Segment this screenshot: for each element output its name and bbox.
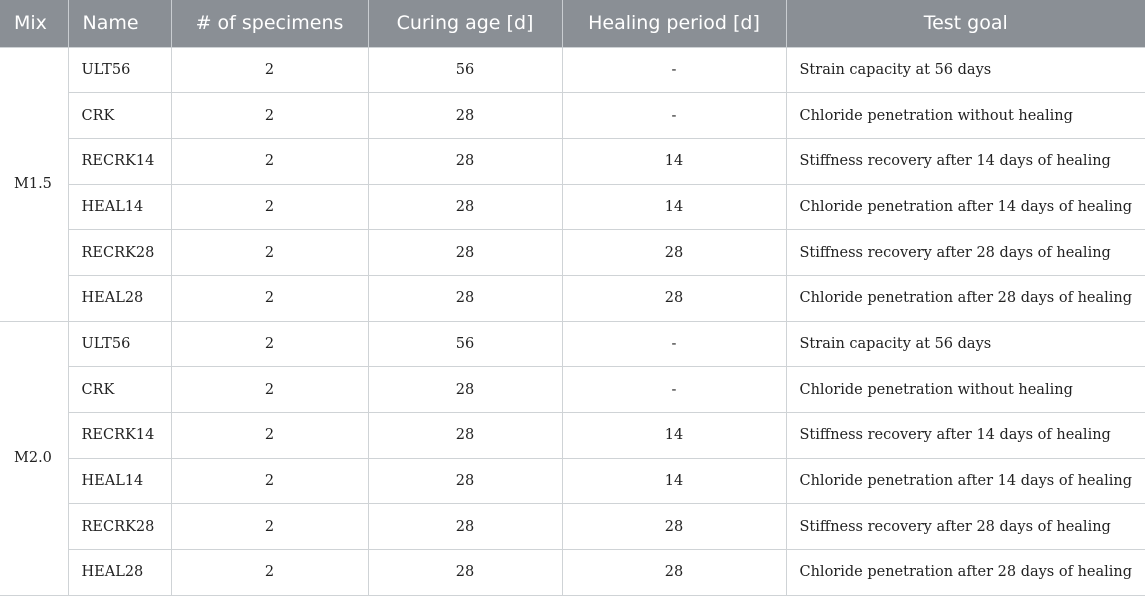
cell-curing-age: 56 bbox=[367, 320, 563, 368]
cell-name: ULT56 bbox=[67, 320, 172, 368]
cell-name: HEAL14 bbox=[68, 183, 172, 231]
table-row: RECRK14 2 28 14 Stiffness recovery after 14 … bbox=[0, 412, 1145, 459]
cell-healing-period: 28 bbox=[561, 503, 787, 551]
cell-curing-age: 28 bbox=[367, 457, 563, 505]
cell-test-goal: Chloride penetration without healing bbox=[785, 92, 1145, 139]
cell-name: RECRK28 bbox=[68, 229, 172, 276]
cell-healing-period: 14 bbox=[561, 183, 787, 231]
header-test-goal: Test goal bbox=[786, 0, 1145, 47]
cell-healing-period: 28 bbox=[561, 274, 787, 322]
cell-name: RECRK14 bbox=[68, 412, 172, 459]
cell-name: ULT56 bbox=[67, 46, 172, 94]
table-row: M2.0 ULT56 2 56- Strain capacity at 56 days bbox=[0, 320, 1145, 596]
cell-specimens: 2 bbox=[170, 457, 369, 505]
cell-specimens: 2 bbox=[170, 46, 369, 94]
cell-mix: M2.0 bbox=[0, 320, 69, 596]
header-row: Mix Name # of specimens Curing age [d] H… bbox=[0, 0, 1145, 47]
cell-healing-period: 28 bbox=[561, 229, 787, 276]
cell-specimens: 2 bbox=[170, 412, 369, 459]
cell-specimens: 2 bbox=[170, 183, 369, 231]
cell-test-goal: Stiffness recovery after 14 days of heal… bbox=[785, 137, 1145, 185]
table-row: CRK 2 28- Chloride penetration without heal… bbox=[0, 366, 1145, 413]
cell-curing-age: 28 bbox=[367, 366, 563, 413]
table-row: HEAL14 2 28 14 Chloride penetration after 14… bbox=[0, 457, 1145, 505]
cell-curing-age: 28 bbox=[367, 229, 563, 276]
table-row: M1.5 ULT56 2 56- Strain capacity at 56 days bbox=[0, 46, 1145, 322]
cell-specimens: 2 bbox=[170, 503, 369, 551]
cell-curing-age: 28 bbox=[367, 137, 563, 185]
cell-healing-period: 14 bbox=[561, 412, 787, 459]
cell-test-goal: Chloride penetration without healing bbox=[785, 366, 1145, 413]
table-row: RECRK28 2 28 28 Stiffness recovery after 28 … bbox=[0, 229, 1145, 276]
cell-test-goal: Chloride penetration after 14 days of he… bbox=[785, 457, 1145, 505]
table-header: Mix Name # of specimens Curing age [d] H… bbox=[0, 0, 1145, 47]
cell-specimens: 2 bbox=[170, 320, 369, 368]
cell-specimens: 2 bbox=[170, 137, 369, 185]
cell-test-goal: Chloride penetration after 14 days of he… bbox=[785, 183, 1145, 231]
cell-name: RECRK14 bbox=[68, 137, 172, 185]
cell-specimens: 2 bbox=[170, 366, 369, 413]
cell-test-goal: Strain capacity at 56 days bbox=[785, 46, 1145, 94]
header-curing-age: Curing age [d] bbox=[368, 0, 563, 47]
cell-healing-period: 28 bbox=[561, 549, 787, 596]
cell-curing-age: 28 bbox=[367, 412, 563, 459]
cell-specimens: 2 bbox=[170, 549, 369, 596]
cell-curing-age: 28 bbox=[367, 549, 563, 596]
cell-name: CRK bbox=[68, 92, 172, 139]
cell-test-goal: Stiffness recovery after 28 days of heal… bbox=[785, 503, 1145, 551]
table-row: RECRK28 2 28 28 Stiffness recovery after 28 … bbox=[0, 503, 1145, 551]
table-row: HEAL28 2 28 28 Chloride penetration after 28… bbox=[0, 549, 1145, 596]
cell-curing-age: 28 bbox=[367, 503, 563, 551]
table-row: RECRK14 2 28 14 Stiffness recovery after 14 … bbox=[0, 137, 1145, 185]
table-row: HEAL14 2 28 14 Chloride penetration after 14… bbox=[0, 183, 1145, 231]
cell-name: RECRK28 bbox=[68, 503, 172, 551]
header-mix: Mix bbox=[0, 0, 69, 47]
cell-test-goal: Strain capacity at 56 days bbox=[785, 320, 1145, 368]
cell-curing-age: 28 bbox=[367, 92, 563, 139]
header-specimens: # of specimens bbox=[171, 0, 369, 47]
cell-mix: M1.5 bbox=[0, 46, 69, 322]
cell-specimens: 2 bbox=[170, 229, 369, 276]
cell-test-goal: Chloride penetration after 28 days of he… bbox=[785, 274, 1145, 322]
cell-healing-period: - bbox=[561, 46, 787, 94]
cell-test-goal: Stiffness recovery after 14 days of heal… bbox=[785, 412, 1145, 459]
cell-curing-age: 28 bbox=[367, 183, 563, 231]
cell-name: HEAL14 bbox=[68, 457, 172, 505]
table-row: HEAL28 2 28 28 Chloride penetration after 28… bbox=[0, 274, 1145, 322]
cell-specimens: 2 bbox=[170, 92, 369, 139]
cell-healing-period: - bbox=[561, 92, 787, 139]
cell-curing-age: 56 bbox=[367, 46, 563, 94]
cell-specimens: 2 bbox=[170, 274, 369, 322]
cell-test-goal: Stiffness recovery after 28 days of heal… bbox=[785, 229, 1145, 276]
header-healing-period: Healing period [d] bbox=[562, 0, 787, 47]
cell-curing-age: 28 bbox=[367, 274, 563, 322]
cell-name: CRK bbox=[68, 366, 172, 413]
cell-healing-period: - bbox=[561, 320, 787, 368]
cell-healing-period: 14 bbox=[561, 457, 787, 505]
table-body: M1.5 ULT56 2 56- Strain capacity at 56 days C… bbox=[0, 46, 1145, 596]
cell-name: HEAL28 bbox=[68, 274, 172, 322]
header-name: Name bbox=[68, 0, 172, 47]
cell-healing-period: - bbox=[561, 366, 787, 413]
cell-test-goal: Chloride penetration after 28 days of he… bbox=[785, 549, 1145, 596]
cell-healing-period: 14 bbox=[561, 137, 787, 185]
table-row: CRK 2 28- Chloride penetration without heal… bbox=[0, 92, 1145, 139]
cell-name: HEAL28 bbox=[68, 549, 172, 596]
